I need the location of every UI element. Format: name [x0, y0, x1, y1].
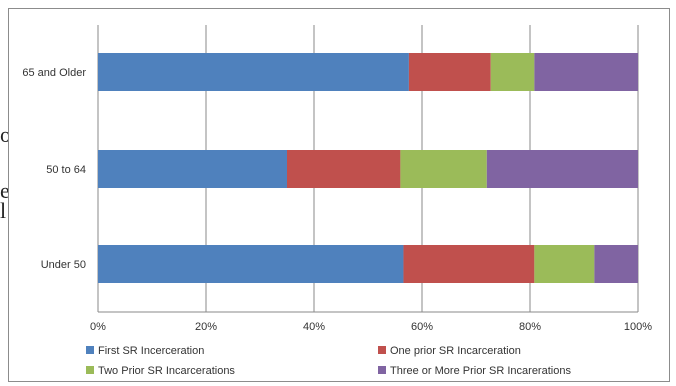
x-tick-label: 20% — [195, 321, 217, 333]
background-text-fragment: l — [0, 198, 7, 223]
bar-segment — [98, 150, 287, 188]
legend-swatch — [378, 366, 386, 374]
bar-segment — [98, 53, 409, 91]
legend: First SR Incerceration One prior SR Incar… — [86, 345, 571, 377]
legend-swatch — [86, 346, 94, 354]
legend-label: One prior SR Incarceration — [390, 345, 521, 357]
x-tick-label: 40% — [303, 321, 325, 333]
category-label: 65 and Older — [22, 67, 86, 79]
bar-segment — [408, 53, 491, 91]
category-label: Under 50 — [41, 259, 86, 271]
category-axis: 65 and Older 50 to 64 Under 50 — [22, 67, 86, 271]
legend-label: First SR Incerceration — [98, 345, 204, 357]
bar-segment — [400, 150, 487, 188]
value-axis: 0% 20% 40% 60% 80% 100% — [90, 311, 652, 333]
bar-segment — [403, 245, 535, 283]
legend-label: Three or More Prior SR Incarerations — [390, 365, 571, 377]
bar-segment — [594, 245, 638, 283]
bar-segment — [534, 245, 595, 283]
bar-segment — [490, 53, 535, 91]
x-tick-label: 100% — [624, 321, 652, 333]
bar-segment — [98, 245, 404, 283]
x-tick-label: 60% — [411, 321, 433, 333]
x-tick-label: 0% — [90, 321, 106, 333]
background-text-fragment: e — [0, 178, 10, 203]
legend-swatch — [378, 346, 386, 354]
category-label: 50 to 64 — [46, 164, 86, 176]
bar-segment — [287, 150, 401, 188]
bars — [98, 53, 638, 283]
x-tick-label: 80% — [519, 321, 541, 333]
bar-segment — [486, 150, 638, 188]
legend-swatch — [86, 366, 94, 374]
bar-segment — [534, 53, 638, 91]
background-text-fragment: o — [0, 122, 11, 147]
legend-label: Two Prior SR Incarcerations — [98, 365, 235, 377]
